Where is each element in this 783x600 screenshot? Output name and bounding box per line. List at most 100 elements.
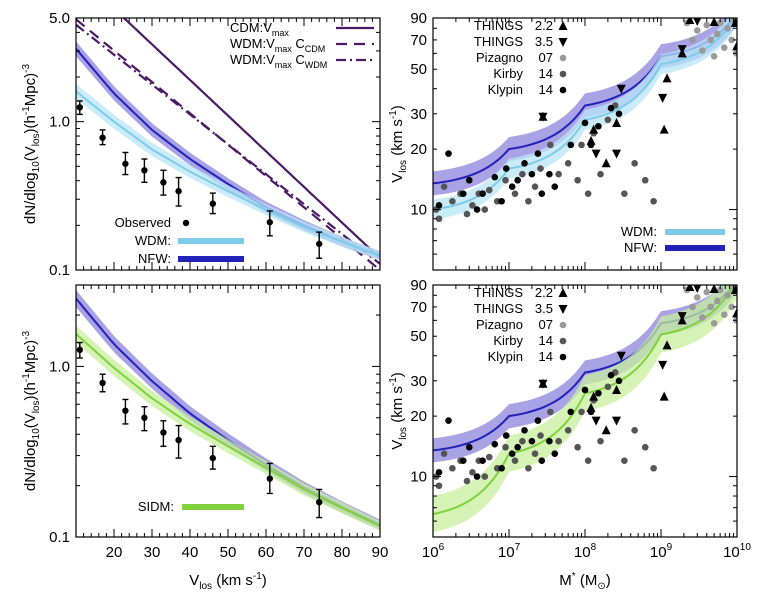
kirby-point xyxy=(547,141,554,149)
kirby-point xyxy=(631,427,638,434)
klypin-point xyxy=(607,104,615,112)
things35-point xyxy=(616,84,626,94)
kirby-point xyxy=(650,197,657,205)
x-tick-exponent: 8 xyxy=(591,542,597,553)
y-tick-label: 70 xyxy=(410,32,427,49)
y-tick-label: 30 xyxy=(410,373,427,390)
label-part: dN/dlog xyxy=(22,439,39,491)
klypin-point xyxy=(465,443,473,451)
x-tick-label: 80 xyxy=(334,544,351,561)
legend-label: Klypin xyxy=(488,349,523,364)
legend-observed-marker xyxy=(182,219,190,227)
things35-point xyxy=(658,360,668,370)
things22-point xyxy=(589,391,599,401)
kirby-point xyxy=(584,190,592,197)
klypin-point xyxy=(551,183,559,190)
kirby-point xyxy=(511,457,519,464)
klypin-point xyxy=(538,457,546,464)
y-tick-label: 20 xyxy=(410,408,427,425)
things35-point xyxy=(538,379,548,389)
observed-point xyxy=(316,498,323,506)
klypin-point xyxy=(546,170,553,178)
klypin-point xyxy=(521,160,528,167)
legend-sub: max xyxy=(275,44,293,54)
label-part: (km s xyxy=(389,119,406,160)
label-sub: 10 xyxy=(31,428,42,440)
observed-point xyxy=(99,379,106,387)
label-sub: los xyxy=(398,427,409,440)
kirby-point xyxy=(621,457,628,464)
things35-point xyxy=(616,351,626,361)
kirby-point xyxy=(531,450,539,457)
legend-num: 2.2 xyxy=(535,285,553,300)
klypin-point xyxy=(528,437,536,445)
observed-point xyxy=(160,179,167,186)
pizagno-point xyxy=(720,44,728,52)
plot-area xyxy=(76,290,380,532)
x-tick-label: 106 xyxy=(422,542,445,561)
observed-point xyxy=(175,436,182,444)
y-tick-label: 10 xyxy=(410,469,427,486)
label-part: (km s xyxy=(389,386,406,427)
legend-label: Klypin xyxy=(488,82,523,97)
kirby-point xyxy=(469,202,476,209)
label-sup: -1 xyxy=(21,106,32,115)
x-tick-exponent: 7 xyxy=(515,542,521,553)
kirby-point xyxy=(485,453,493,461)
legend-num: 14 xyxy=(539,82,553,97)
y-tick-label: 10 xyxy=(410,202,427,219)
things22-point xyxy=(586,402,596,412)
y-tick-label: 1.0 xyxy=(49,114,70,131)
legend-tri-up-icon xyxy=(558,21,568,30)
klypin-point xyxy=(595,122,602,130)
y-axis-label: Vlos (km s-1) xyxy=(388,372,409,450)
legend-sub: max xyxy=(272,28,290,38)
things22-point xyxy=(662,340,672,350)
legend-label: THINGS xyxy=(474,285,523,300)
x-tick-label: 108 xyxy=(574,542,597,561)
legend-tri-down-icon xyxy=(558,305,568,314)
things22-point xyxy=(586,135,596,145)
observed-point xyxy=(266,475,273,482)
legend-swatch xyxy=(178,256,244,262)
pizagno-point xyxy=(713,30,721,38)
y-tick-label: 1.0 xyxy=(49,358,70,375)
panel-p3: 10 20 30 50 70 90 THINGS 2.2 THINGS 3.5 Pizagno 07 K… xyxy=(410,10,738,271)
legend-label: NFW: xyxy=(138,251,171,266)
legend-swatch xyxy=(182,504,244,510)
pizagno-point xyxy=(693,294,701,301)
observed-point xyxy=(141,414,148,421)
pizagno-point xyxy=(710,53,718,60)
label-part: Mpc) xyxy=(22,340,39,373)
panel-p2: 0.1 1.0 20 30 40 50 60 70 80 90 SIDM: xyxy=(49,284,388,561)
legend-label: THINGS xyxy=(474,18,523,33)
klypin-point xyxy=(459,457,467,464)
x-tick-label: 70 xyxy=(296,544,313,561)
observed-point xyxy=(266,219,273,226)
observed-point xyxy=(122,160,129,167)
pizagno-point xyxy=(703,288,711,296)
label-part: )(h xyxy=(22,382,39,400)
klypin-point xyxy=(508,183,516,190)
things22-point xyxy=(732,41,737,51)
legend-swatch xyxy=(178,238,244,244)
label-sup: -1 xyxy=(253,571,262,582)
things35-point xyxy=(612,149,622,159)
tick-marks xyxy=(75,284,381,538)
legend-dot-icon xyxy=(559,70,567,78)
kirby-point xyxy=(650,464,657,472)
klypin-point xyxy=(551,450,559,457)
klypin-point xyxy=(435,202,443,209)
things35-point xyxy=(677,45,687,55)
observed-point xyxy=(76,104,84,111)
klypin-point xyxy=(528,170,536,178)
legend-num: 14 xyxy=(539,349,553,364)
label-part: M xyxy=(559,572,572,589)
label-sup: -3 xyxy=(21,331,32,340)
legend-label: Kirby xyxy=(493,66,523,81)
kirby-point xyxy=(519,437,526,445)
y-tick-label: 0.1 xyxy=(49,529,70,546)
klypin-point xyxy=(514,443,521,451)
y-tick-label: 30 xyxy=(410,106,427,123)
